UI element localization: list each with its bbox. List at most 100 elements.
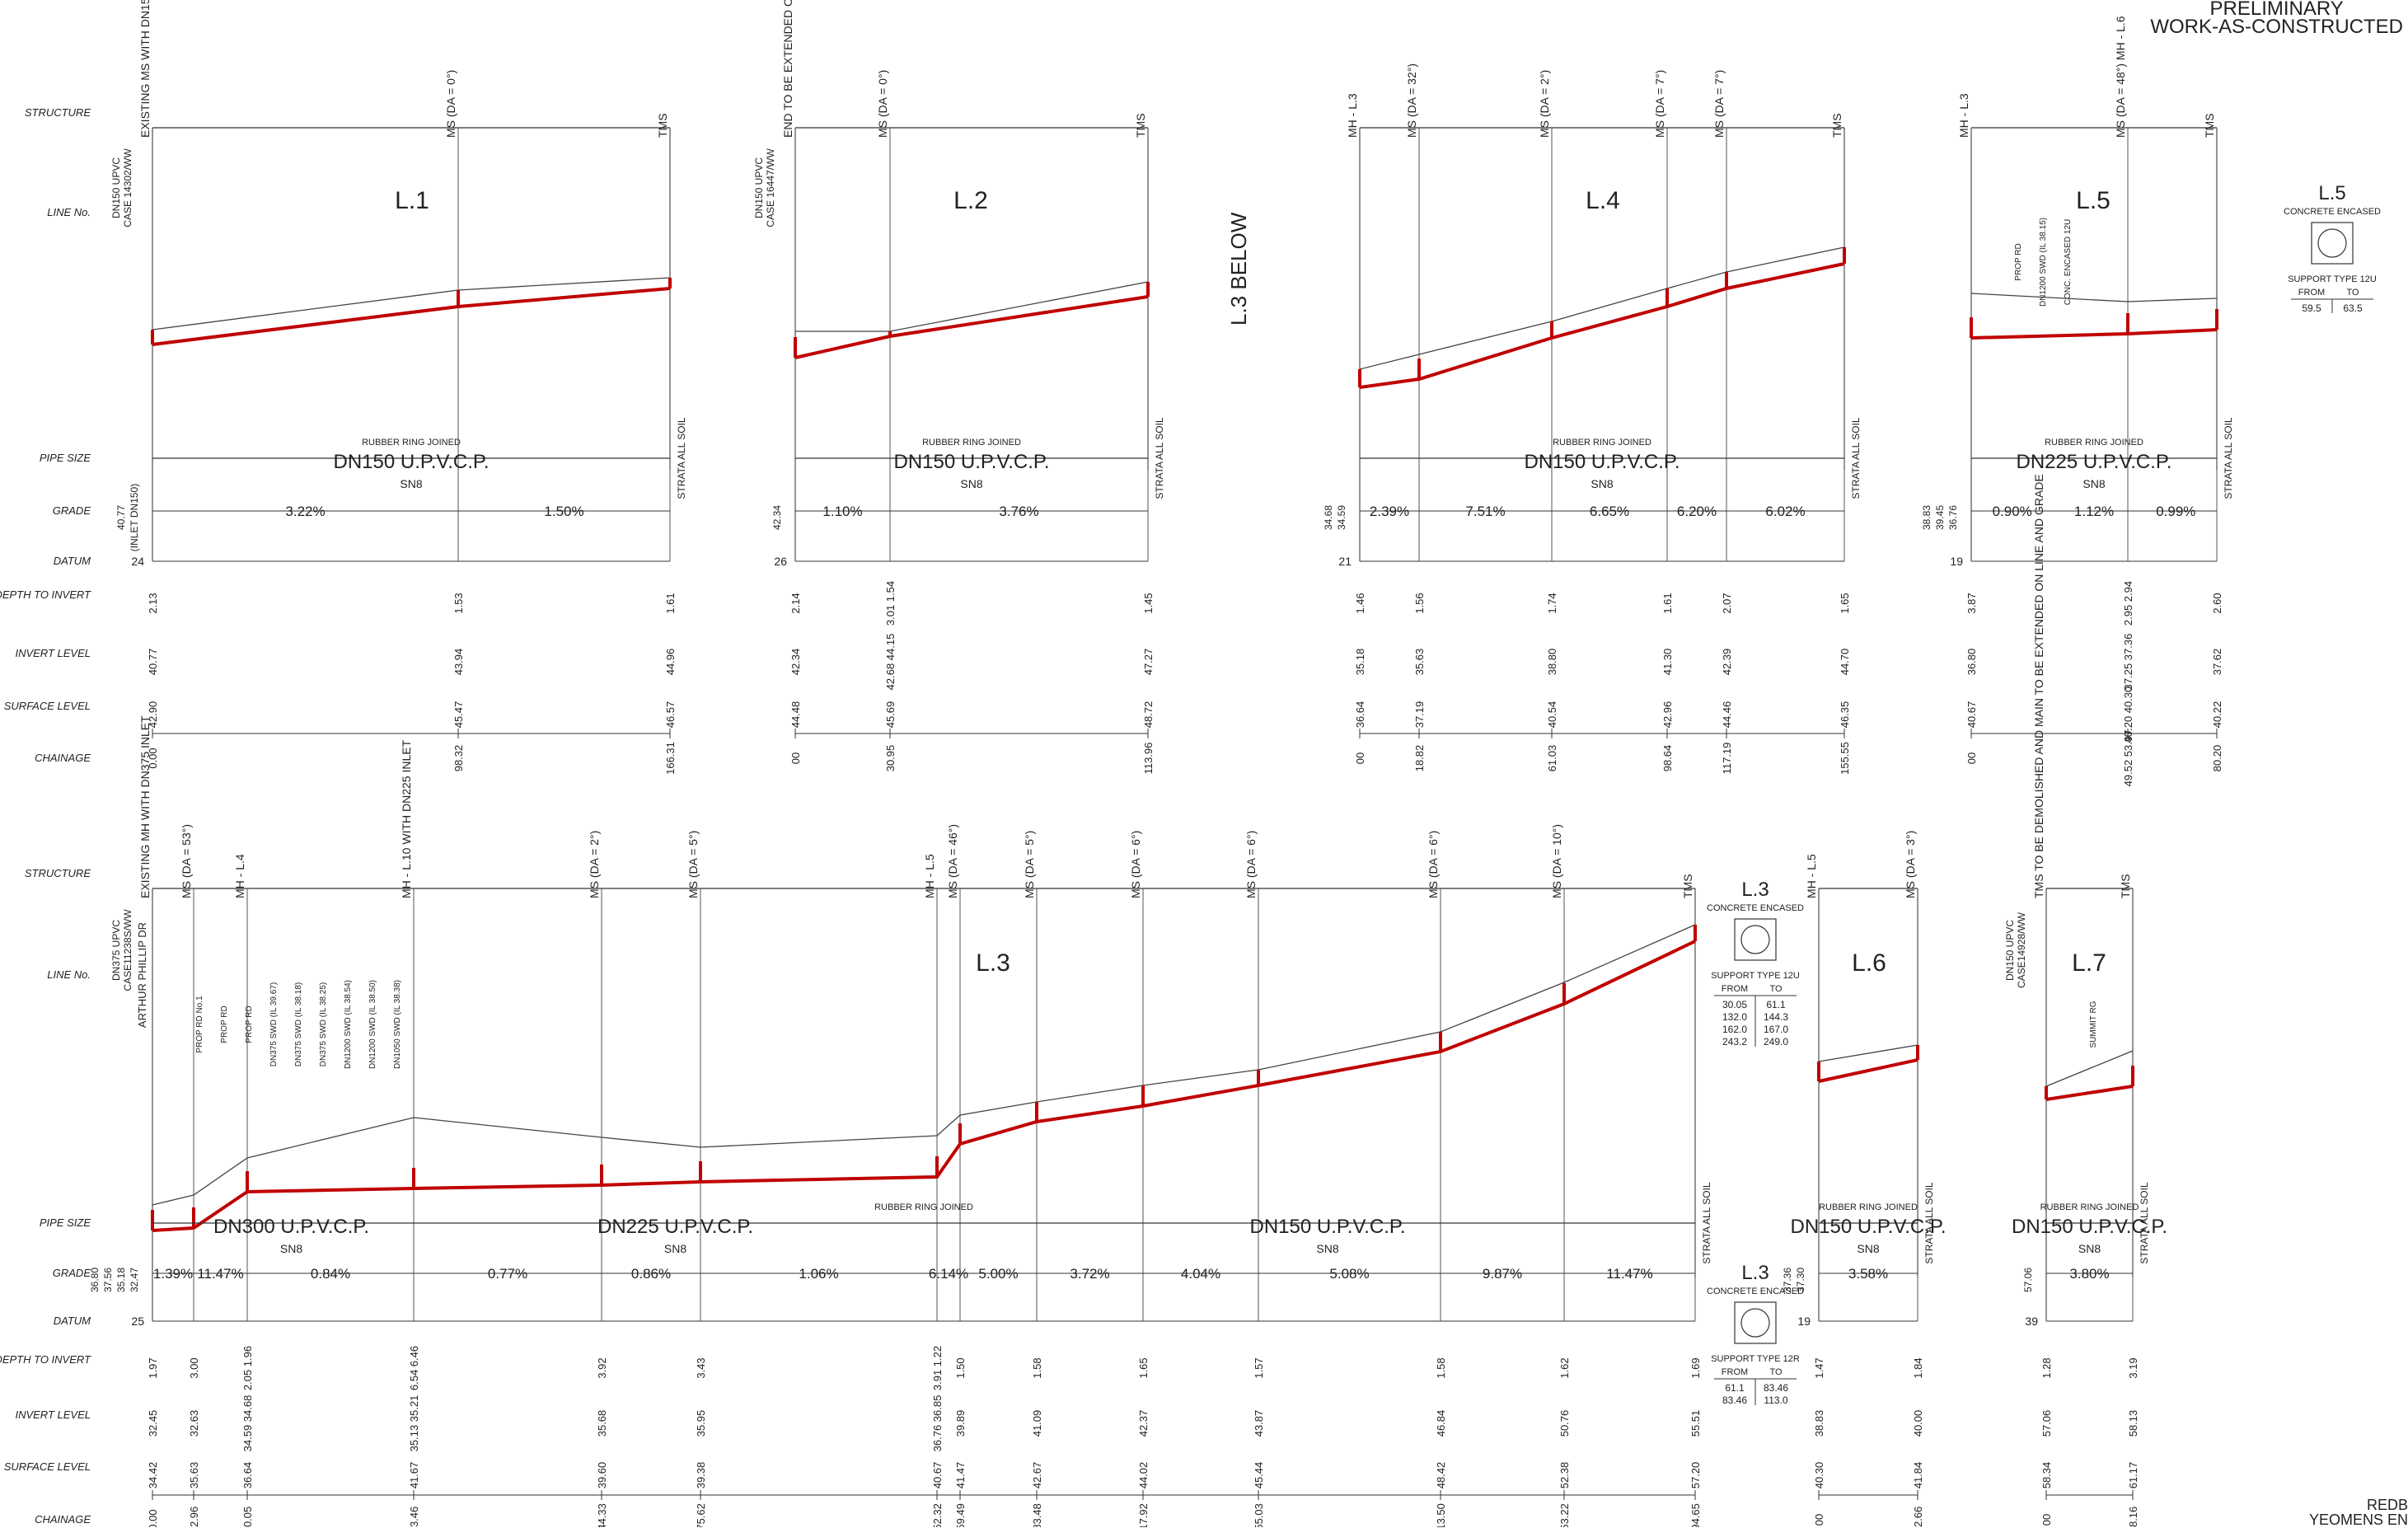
invert-value: 35.13 35.21 — [408, 1395, 420, 1452]
pipe-type-note: DN150 UPVC — [2004, 920, 2016, 981]
surface-line — [1818, 1044, 1918, 1062]
row-label-depth: DEPTH TO INVERT — [0, 588, 91, 601]
depth-value: 3.92 — [596, 1357, 608, 1378]
surface-line — [1359, 246, 1845, 370]
invert-value: 40.77 — [147, 649, 159, 676]
depth-value: 1.97 — [147, 1357, 159, 1378]
row-label-line: LINE No. — [47, 968, 91, 981]
row-label-grade: GRADE — [53, 504, 91, 517]
profile-name: L.1 — [395, 187, 429, 214]
profile-note: SUMMIT RG — [2089, 1001, 2098, 1048]
chainage-value: 453.22 — [1558, 1503, 1571, 1527]
profile-name: L.2 — [953, 187, 988, 214]
pipe-class-label: SN8 — [400, 477, 422, 490]
structure-label: TMS — [2203, 113, 2216, 138]
strata-note: STRATA ALL SOIL — [1154, 417, 1165, 499]
invert-value: 36.76 36.85 — [931, 1395, 944, 1452]
grade-value: 5.08% — [1329, 1266, 1369, 1282]
datum-value: 24 — [131, 555, 144, 568]
case-number-note: CASE11238S/WW — [122, 909, 134, 991]
support-table-subtitle: CONCRETE ENCASED — [2284, 207, 2381, 217]
invert-value: 38.83 — [1813, 1410, 1825, 1437]
to-value: 144.3 — [1764, 1011, 1788, 1023]
depth-value: 1.45 — [1142, 593, 1155, 613]
chainage-value: 283.48 — [1031, 1503, 1043, 1527]
pipe-invert-line — [2045, 1085, 2134, 1101]
profile-L-1: L.1 24 EXISTING MS WITH DN150 INLET 2.13 40.… — [110, 0, 687, 775]
pipe-class-label: SN8 — [1590, 477, 1613, 490]
datum-value: 39 — [2025, 1315, 2038, 1328]
chainage-value: 00 — [1354, 752, 1366, 764]
profile-note: DN375 SWD (IL 39.67) — [269, 982, 279, 1066]
profile-L-3: L.3 25 EXISTING MH WITH DN375 INLET 1.97 32.… — [89, 715, 1712, 1527]
profile-name: L.5 — [2076, 187, 2111, 214]
datum-value: 19 — [1797, 1315, 1811, 1328]
pipe-section-box — [1734, 918, 1777, 961]
grade-value: 3.76% — [999, 504, 1038, 519]
pipe-size-label: DN150 U.P.V.C.P. — [1524, 451, 1680, 473]
pipe-class-label: SN8 — [1857, 1242, 1879, 1255]
strata-note: STRATA ALL SOIL — [1923, 1182, 1935, 1263]
grade-value: 3.22% — [285, 504, 325, 519]
invert-value: 42.34 — [789, 649, 802, 676]
structure-label: EXISTING MH WITH DN375 INLET — [138, 715, 152, 898]
structure-label: MH - L.3 — [1957, 93, 1970, 138]
grade-value: 7.51% — [1465, 504, 1505, 519]
chainage-value: 61.03 — [1546, 745, 1558, 772]
profile-note: DN1200 SWD (IL 38.15) — [2039, 218, 2048, 307]
depth-value: 1.69 — [1689, 1357, 1702, 1378]
profile-L-6: L.6 19 MH - L.5 1.47 38.83 40.30 00 MS (DA = 3°… — [1782, 831, 1947, 1527]
depth-value: 1.53 — [452, 593, 465, 613]
pipe-size-label: DN225 U.P.V.C.P. — [597, 1216, 753, 1238]
depth-value: 1.56 — [1413, 593, 1426, 613]
footer-line-1: REDB — [2366, 1497, 2408, 1513]
grade-note: 37.56 — [102, 1268, 114, 1292]
row-label-invert: INVERT LEVEL — [15, 647, 91, 659]
pipe-class-label: SN8 — [664, 1242, 686, 1255]
depth-value: 2.60 — [2211, 593, 2223, 613]
depth-value: 6.54 6.46 — [408, 1346, 420, 1390]
surface-value: 40.67 — [931, 1462, 944, 1489]
datum-value: 26 — [774, 555, 787, 568]
chainage-value: 49.52 53.97 — [2122, 730, 2134, 787]
row-label-surface: SURFACE LEVEL — [4, 700, 91, 712]
depth-value: 2.95 2.94 — [2122, 581, 2134, 626]
grade-note: 39.45 — [1934, 505, 1946, 530]
profile-L-7: L.7 39 TMS TO BE DEMOLISHED AND MAIN TO BE… — [2004, 474, 2167, 1527]
structure-label: MS (DA = 0°) — [876, 70, 889, 138]
structure-label: MS (DA = 2°) — [1538, 70, 1551, 138]
depth-value: 1.57 — [1253, 1357, 1265, 1378]
grade-value: 0.84% — [311, 1266, 350, 1282]
profile-L-4: L.4 21 MH - L.3 1.46 35.18 36.64 00 MS (DA = 32… — [1323, 63, 1862, 775]
depth-value: 1.65 — [1839, 593, 1851, 613]
support-table-subtitle: CONCRETE ENCASED — [1707, 1287, 1804, 1296]
l3-below-note: L.3 BELOW — [1226, 212, 1251, 326]
structure-label: MS (DA = 6°) — [1244, 831, 1258, 898]
structure-label: MH - L.5 — [923, 854, 936, 898]
chainage-value: 155.55 — [1839, 742, 1851, 775]
support-table-title: L.5 — [2318, 182, 2345, 204]
joint-note: RUBBER RING JOINED — [1553, 438, 1651, 448]
profile-note: DN1200 SWD (IL 38.50) — [368, 980, 377, 1069]
pipe-type-note: DN150 UPVC — [110, 157, 122, 218]
datum-value: 25 — [131, 1315, 144, 1328]
profile-note: PROP RD — [220, 1005, 229, 1043]
grade-value: 1.39% — [153, 1266, 193, 1282]
pipe-class-label: SN8 — [280, 1242, 302, 1255]
surface-value: 46.35 — [1839, 701, 1851, 729]
surface-value: 40.30 — [1813, 1462, 1825, 1489]
grade-value: 5.00% — [978, 1266, 1018, 1282]
invert-value: 41.09 — [1031, 1410, 1043, 1437]
invert-value: 44.70 — [1839, 649, 1851, 676]
row-label-depth: DEPTH TO INVERT — [0, 1353, 91, 1366]
from-value: 30.05 — [1722, 999, 1747, 1010]
profiles: L.1 24 EXISTING MS WITH DN150 INLET 2.13 40.… — [89, 0, 2234, 1527]
pipe-size-label: DN300 U.P.V.C.P. — [213, 1216, 369, 1238]
profile-note: PROP RD — [2014, 243, 2023, 280]
row-label-invert: INVERT LEVEL — [15, 1408, 91, 1421]
invert-value: 44.96 — [664, 649, 677, 676]
surface-value: 48.42 — [1435, 1462, 1447, 1489]
grade-note: (INLET DN150) — [129, 484, 140, 551]
invert-value: 42.68 44.15 — [884, 634, 897, 691]
surface-value: 42.96 — [1661, 701, 1674, 729]
